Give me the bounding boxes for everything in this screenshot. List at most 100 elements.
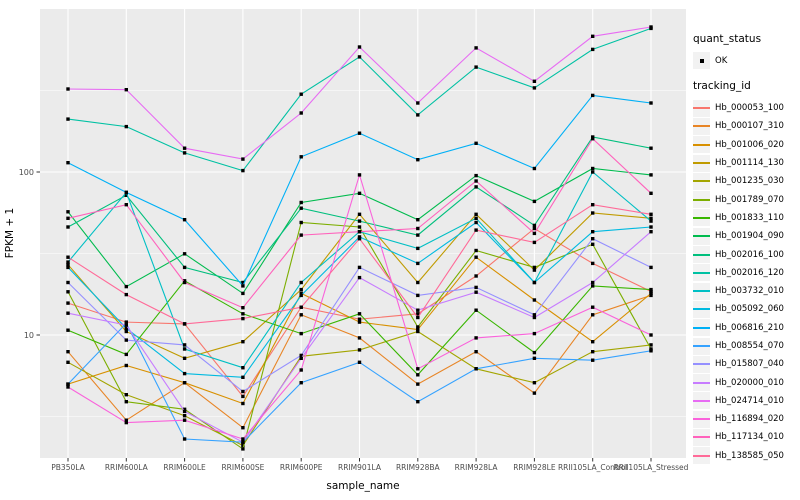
- data-point-marker: [124, 203, 128, 207]
- data-point-marker: [241, 401, 245, 406]
- ok-key-box: [693, 52, 710, 69]
- legend-line-swatch: [693, 399, 710, 402]
- data-series-lines: [66, 25, 653, 451]
- data-point-marker: [299, 92, 303, 96]
- data-point-marker: [591, 47, 595, 52]
- data-point-marker: [649, 347, 653, 351]
- data-point-marker: [66, 350, 70, 354]
- data-point-marker: [182, 218, 187, 222]
- data-point-marker: [649, 216, 653, 220]
- data-point-marker: [474, 248, 478, 253]
- data-point-marker: [416, 367, 420, 371]
- data-point-marker: [532, 79, 537, 83]
- legend-key-box: [693, 447, 710, 465]
- data-point-marker: [474, 141, 478, 145]
- legend-line-swatch: [693, 381, 710, 384]
- data-point-marker: [532, 315, 537, 320]
- data-point-marker: [474, 216, 478, 220]
- data-point-marker: [124, 323, 128, 327]
- data-point-marker: [124, 400, 128, 404]
- data-point-marker: [124, 193, 128, 197]
- legend-item-Hb_116894_020: Hb_116894_020: [693, 410, 799, 428]
- data-point-marker: [182, 414, 187, 418]
- data-point-marker: [299, 206, 303, 210]
- data-point-marker: [182, 356, 187, 360]
- data-point-marker: [591, 34, 595, 38]
- data-point-marker: [649, 219, 653, 223]
- data-point-marker: [649, 291, 653, 296]
- data-point-marker: [182, 151, 187, 155]
- data-point-marker: [532, 313, 537, 317]
- legend-line-swatch: [693, 326, 710, 329]
- data-point-marker: [649, 230, 653, 234]
- data-point-marker: [66, 360, 70, 364]
- data-point-marker: [299, 280, 303, 285]
- data-point-marker: [299, 313, 303, 317]
- legend-key-box: [693, 428, 710, 446]
- data-point-marker: [591, 211, 595, 215]
- data-point-marker: [416, 280, 420, 285]
- data-point-marker: [532, 86, 537, 90]
- legend-key-box: [693, 209, 710, 227]
- data-point-marker: [182, 265, 187, 270]
- legend-item-label: Hb_117134_010: [715, 432, 784, 443]
- data-point-marker: [416, 400, 420, 404]
- legend-item-label: Hb_006816_210: [715, 322, 784, 333]
- data-point-marker: [66, 328, 70, 332]
- legend-line-swatch: [693, 180, 710, 183]
- data-point-marker: [66, 382, 70, 386]
- data-point-marker: [182, 280, 187, 285]
- data-point-marker: [591, 230, 595, 234]
- legend-item-label: Hb_001789_070: [715, 194, 784, 205]
- data-point-marker: [241, 426, 245, 430]
- data-point-marker: [532, 350, 537, 355]
- data-point-marker: [124, 420, 128, 425]
- data-point-marker: [357, 55, 362, 59]
- legend-item-label: Hb_008554_070: [715, 341, 784, 351]
- data-point-marker: [66, 161, 70, 165]
- data-point-marker: [532, 268, 537, 272]
- data-point-marker: [66, 210, 70, 214]
- legend-item-Hb_006816_210: Hb_006816_210: [693, 319, 799, 337]
- data-point-marker: [124, 190, 128, 195]
- data-point-marker: [182, 371, 187, 376]
- legend-item-Hb_003732_010: Hb_003732_010: [693, 282, 799, 300]
- data-point-marker: [649, 212, 653, 216]
- data-point-marker: [474, 212, 478, 216]
- data-point-marker: [124, 124, 128, 129]
- data-point-marker: [357, 212, 362, 216]
- legend-item-label: Hb_116894_020: [715, 414, 784, 425]
- data-point-marker: [416, 329, 420, 334]
- data-point-marker: [591, 203, 595, 207]
- legend-item-label: Hb_005092_060: [715, 304, 784, 315]
- legend-item-label: Hb_001904_090: [715, 231, 784, 242]
- data-point-marker: [182, 409, 187, 414]
- data-point-marker: [416, 373, 420, 377]
- data-point-marker: [474, 46, 478, 50]
- legend-item-Hb_001235_030: Hb_001235_030: [693, 172, 799, 190]
- data-point-marker: [299, 220, 303, 225]
- legend-item-label: Hb_003732_010: [715, 286, 784, 297]
- data-point-marker: [532, 231, 537, 236]
- legend-key-box: [693, 282, 710, 300]
- legend-item-label: Hb_001833_110: [715, 212, 784, 223]
- x-tick-label: PB350LA: [51, 463, 85, 472]
- data-point-marker: [124, 352, 128, 357]
- data-point-marker: [357, 360, 362, 364]
- data-point-marker: [474, 179, 478, 183]
- data-point-marker: [66, 117, 70, 121]
- legend-item-label: Hb_015807_040: [715, 359, 784, 370]
- data-point-marker: [299, 200, 303, 205]
- data-point-marker: [649, 287, 653, 292]
- data-point-marker: [532, 356, 537, 360]
- data-point-marker: [241, 291, 245, 296]
- data-point-marker: [182, 322, 187, 326]
- x-tick-label: RRIM600PE: [280, 463, 323, 472]
- data-point-marker: [532, 298, 537, 302]
- data-point-marker: [591, 242, 595, 246]
- data-point-marker: [299, 353, 303, 358]
- legend-item-label: Hb_001006_020: [715, 139, 784, 150]
- data-point-marker: [416, 327, 420, 332]
- legend-item-ok: OK: [693, 52, 799, 69]
